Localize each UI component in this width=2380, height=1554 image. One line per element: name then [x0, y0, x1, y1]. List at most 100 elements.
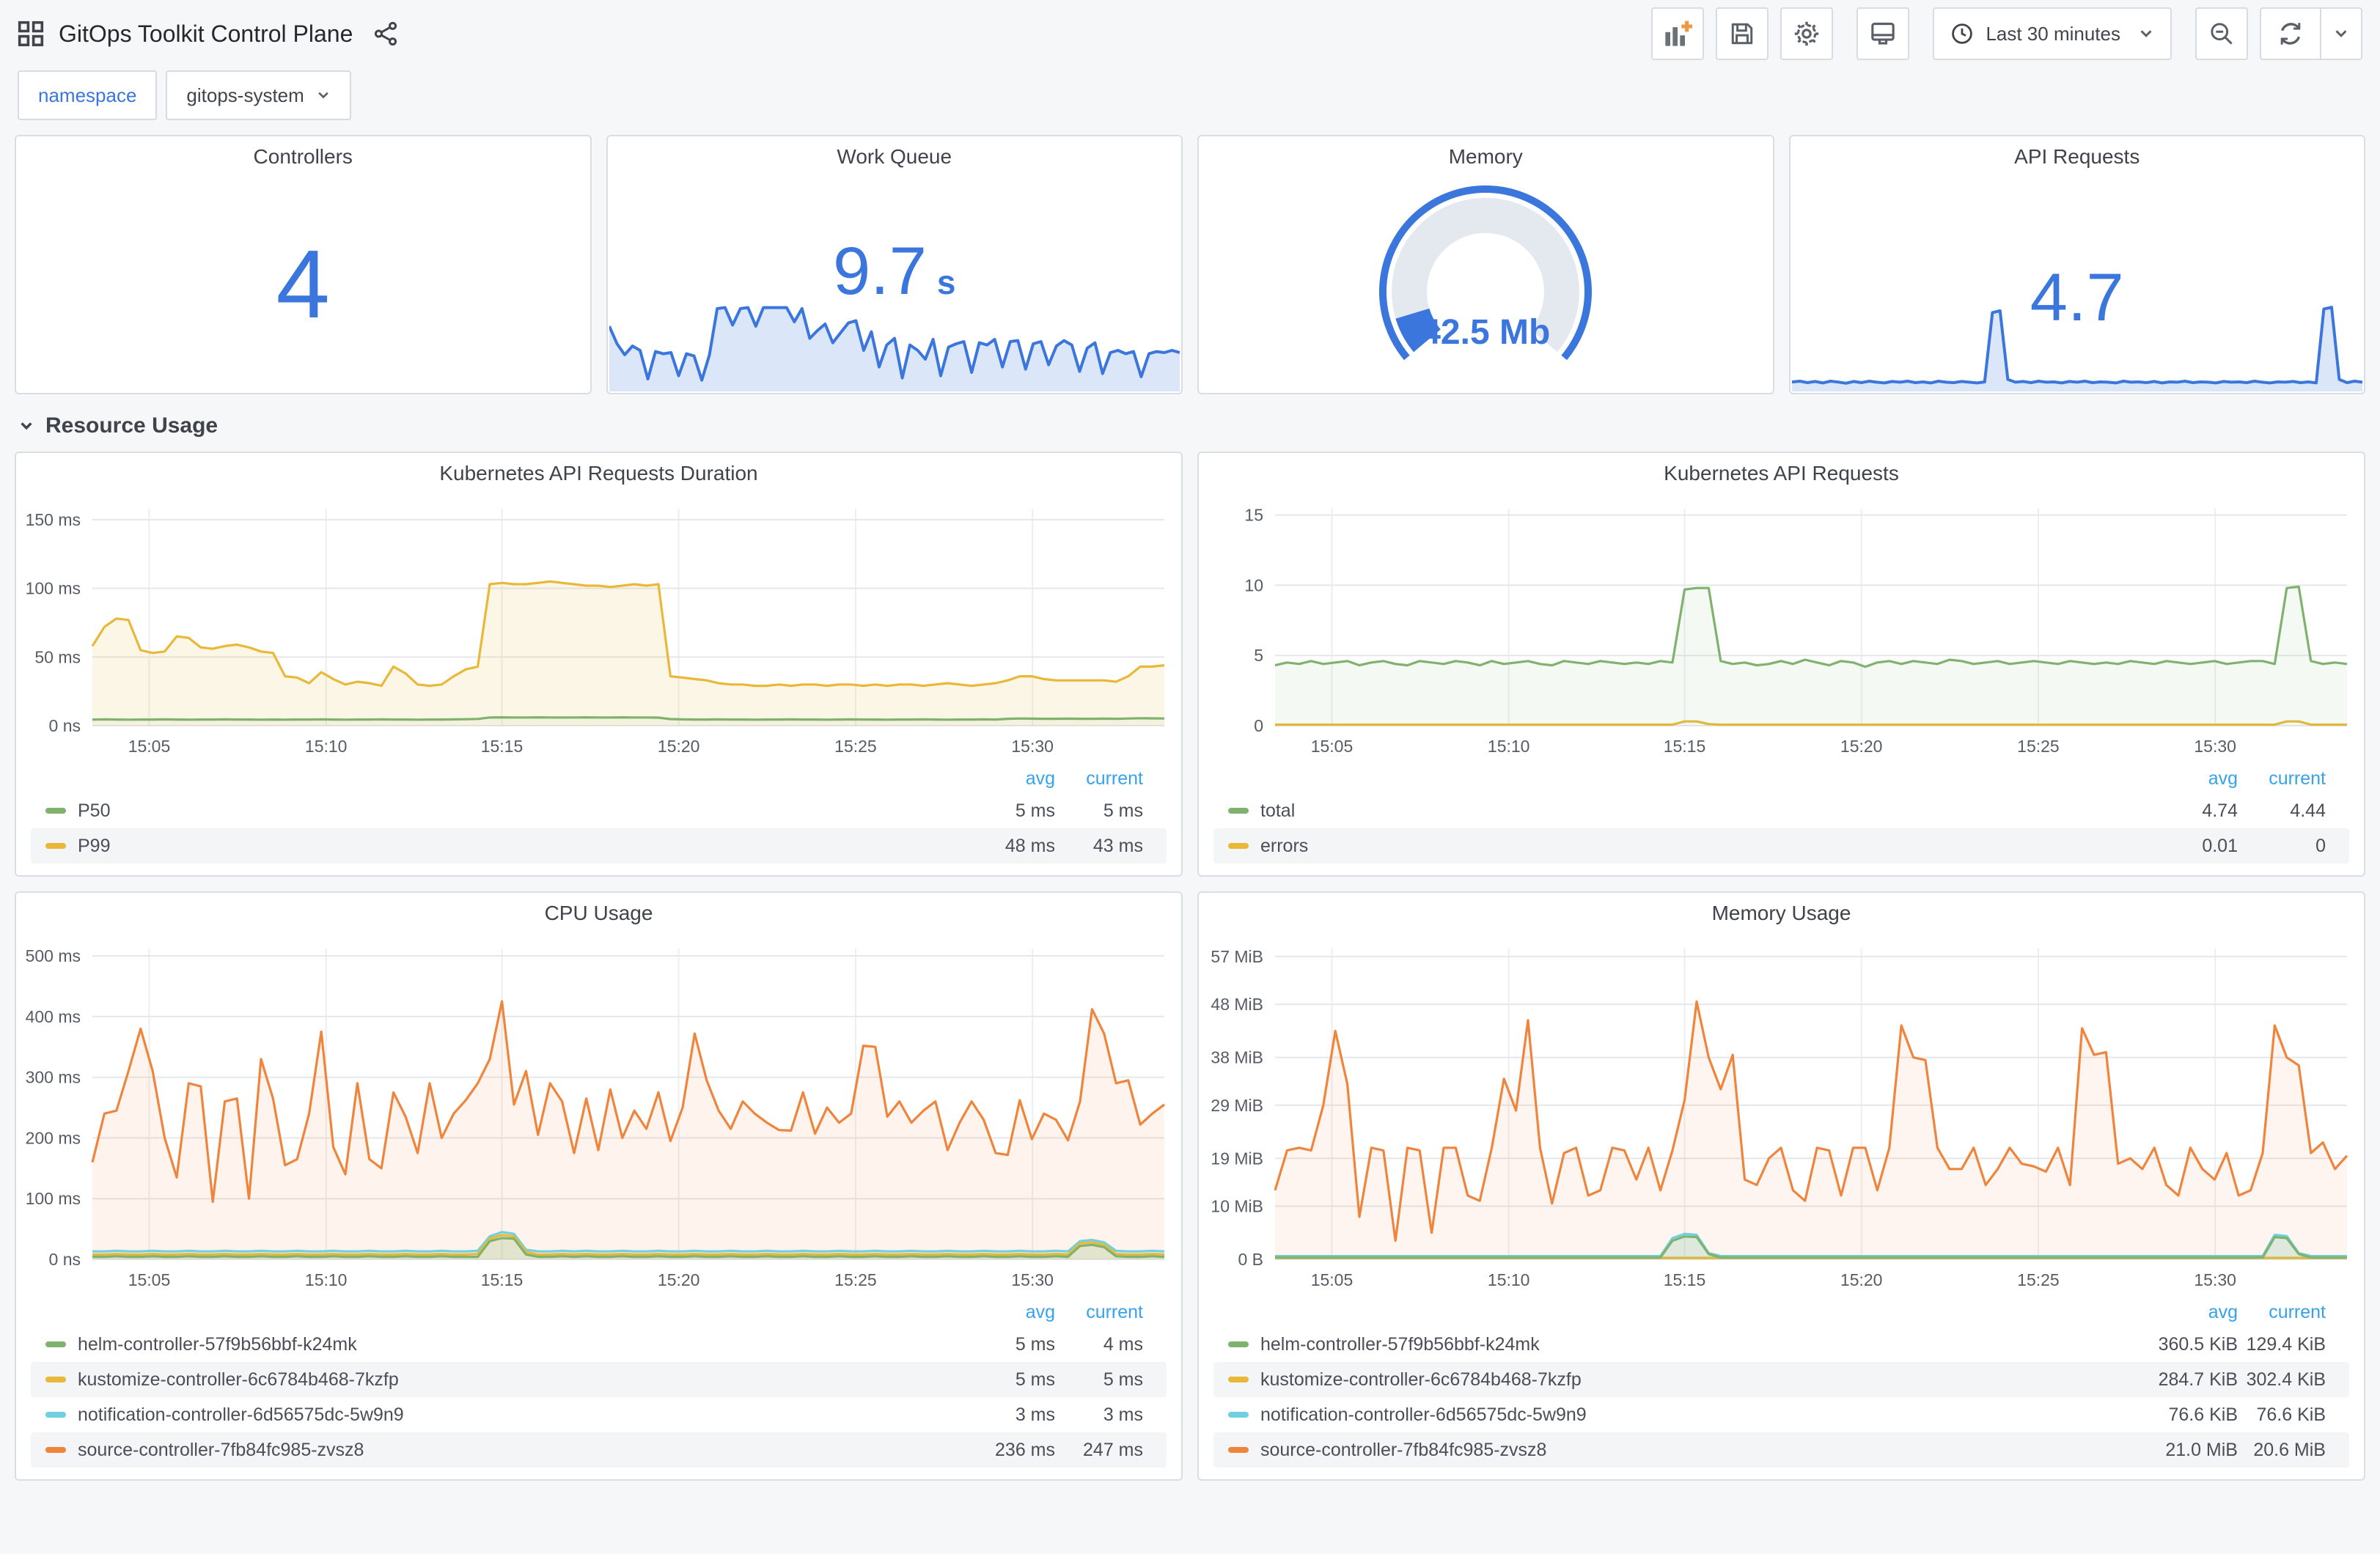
svg-text:15:15: 15:15 [1664, 1270, 1706, 1289]
svg-text:0 ns: 0 ns [49, 1250, 81, 1269]
svg-text:57 MiB: 57 MiB [1211, 947, 1263, 966]
timeseries-plot[interactable]: 0 B 10 MiB 19 MiB 29 MiB 38 MiB 48 MiB 57 MiB 1… [1199, 934, 2362, 1297]
panel-title[interactable]: CPU Usage [544, 902, 653, 924]
timeseries-plot[interactable]: 0 ns 50 ms 100 ms 150 ms 15:05 15:10 15:15 15:2… [16, 494, 1179, 764]
series-color-key [45, 1447, 66, 1453]
timeseries-plot[interactable]: 0 ns 100 ms 200 ms 300 ms 400 ms 500 ms 15:05 1… [16, 934, 1179, 1297]
dashboard-grid-icon[interactable] [18, 21, 44, 47]
variable-value-dropdown[interactable]: gitops-system [166, 70, 351, 120]
legend-header: avg current [31, 764, 1167, 793]
zoom-out-time-button[interactable] [2195, 7, 2248, 60]
series-toggle[interactable]: kustomize-controller-6c6784b468-7kzfp [45, 1369, 938, 1391]
panel-title[interactable]: Memory [1448, 145, 1523, 168]
svg-text:15:20: 15:20 [1840, 1270, 1883, 1289]
add-panel-button[interactable] [1651, 7, 1705, 60]
share-icon[interactable] [373, 21, 398, 46]
series-name: source-controller-7fb84fc985-zvsz8 [1260, 1439, 1547, 1460]
stat-value: 9.7 s [833, 234, 956, 309]
timeseries-plot[interactable]: 0 5 10 15 15:05 15:10 15:15 15:20 15:25 15:30 [1199, 494, 2362, 764]
svg-text:15:05: 15:05 [128, 737, 171, 756]
series-toggle[interactable]: P50 [45, 800, 938, 822]
svg-text:38 MiB: 38 MiB [1211, 1048, 1263, 1067]
refresh-split-button [2260, 7, 2362, 60]
legend-col-current[interactable]: current [2269, 1301, 2326, 1322]
series-toggle[interactable]: notification-controller-6d56575dc-5w9n9 [45, 1404, 938, 1426]
svg-text:400 ms: 400 ms [26, 1007, 81, 1026]
legend-col-current[interactable]: current [1086, 1301, 1143, 1322]
svg-text:5: 5 [1254, 646, 1263, 665]
dashboard-settings-button[interactable] [1780, 7, 1834, 60]
legend-row: kustomize-controller-6c6784b468-7kzfp 284… [1213, 1362, 2349, 1397]
cycle-view-mode-button[interactable] [1856, 7, 1910, 60]
svg-text:15:10: 15:10 [1488, 1270, 1530, 1289]
sparkline-plot[interactable] [609, 276, 1180, 391]
series-toggle[interactable]: source-controller-7fb84fc985-zvsz8 [45, 1440, 938, 1461]
series-color-key [1228, 808, 1249, 814]
legend-col-current[interactable]: current [2269, 767, 2326, 789]
series-current-value: 76.6 KiB [2256, 1404, 2326, 1425]
sparkline-plot[interactable] [1791, 298, 2362, 391]
time-range-label: Last 30 minutes [1986, 22, 2120, 45]
svg-text:15:30: 15:30 [1011, 1270, 1054, 1289]
panel-title[interactable]: Work Queue [837, 145, 952, 168]
panel-k8s-api-requests-duration: Kubernetes API Requests Duration 0 ns 50 … [15, 452, 1183, 877]
legend-col-avg[interactable]: avg [1025, 767, 1055, 789]
series-toggle[interactable]: total [1228, 800, 2120, 822]
svg-text:15:30: 15:30 [2194, 1270, 2236, 1289]
svg-text:48 MiB: 48 MiB [1211, 995, 1263, 1014]
panel-title[interactable]: Memory Usage [1711, 902, 1851, 924]
legend-col-current[interactable]: current [1086, 767, 1143, 789]
section-resource-usage[interactable]: Resource Usage [0, 394, 2380, 452]
legend: avg current helm-controller-57f9b56bbf-k24… [16, 1297, 1181, 1479]
svg-text:15:05: 15:05 [128, 1270, 171, 1289]
monitor-icon [1870, 21, 1896, 47]
legend: avg current helm-controller-57f9b56bbf-k24… [1199, 1297, 2364, 1479]
legend-row: P50 5 ms 5 ms [31, 793, 1167, 828]
series-toggle[interactable]: errors [1228, 836, 2120, 857]
legend-col-avg[interactable]: avg [2208, 1301, 2238, 1322]
series-toggle[interactable]: helm-controller-57f9b56bbf-k24mk [1228, 1334, 2120, 1355]
svg-text:10: 10 [1244, 575, 1263, 594]
svg-text:15:10: 15:10 [1488, 737, 1530, 756]
series-current-value: 129.4 KiB [2246, 1333, 2326, 1355]
legend-col-avg[interactable]: avg [1025, 1301, 1055, 1322]
save-dashboard-button[interactable] [1716, 7, 1769, 60]
series-toggle[interactable]: kustomize-controller-6c6784b468-7kzfp [1228, 1369, 2120, 1391]
legend-row: P99 48 ms 43 ms [31, 828, 1167, 863]
svg-text:200 ms: 200 ms [26, 1128, 81, 1147]
series-toggle[interactable]: source-controller-7fb84fc985-zvsz8 [1228, 1440, 2120, 1461]
gauge[interactable] [1199, 174, 1772, 390]
panel-title[interactable]: Kubernetes API Requests [1664, 462, 1899, 485]
legend-col-avg[interactable]: avg [2208, 767, 2238, 789]
series-current-value: 20.6 MiB [2253, 1439, 2326, 1460]
svg-text:15:20: 15:20 [658, 1270, 700, 1289]
series-current-value: 0 [2315, 835, 2326, 856]
series-avg-value: 284.7 KiB [2158, 1369, 2238, 1390]
stat-value: 4 [276, 229, 330, 338]
panel-work-queue: Work Queue 9.7 s [606, 135, 1183, 394]
svg-text:100 ms: 100 ms [26, 1189, 81, 1208]
variable-label-namespace[interactable]: namespace [18, 70, 158, 120]
svg-text:29 MiB: 29 MiB [1211, 1096, 1263, 1115]
panel-k8s-api-requests: Kubernetes API Requests 0 5 10 15 15:05 15:10… [1197, 452, 2365, 877]
legend: avg current P50 5 ms 5 ms P99 48 ms 43 ms [16, 764, 1181, 875]
refresh-button[interactable] [2261, 9, 2321, 59]
time-range-picker[interactable]: Last 30 minutes [1933, 7, 2172, 60]
panel-title[interactable]: Kubernetes API Requests Duration [439, 462, 758, 485]
series-name: P50 [78, 800, 111, 821]
refresh-interval-dropdown[interactable] [2321, 9, 2361, 59]
svg-text:0: 0 [1254, 716, 1263, 735]
panel-title[interactable]: Controllers [253, 145, 353, 168]
top-navigation-bar: GitOps Toolkit Control Plane [0, 0, 2380, 67]
series-current-value: 247 ms [1083, 1439, 1143, 1460]
panel-cpu-usage: CPU Usage 0 ns 100 ms 200 ms 300 ms 400 ms 50… [15, 891, 1183, 1481]
series-toggle[interactable]: notification-controller-6d56575dc-5w9n9 [1228, 1404, 2120, 1426]
legend-row: source-controller-7fb84fc985-zvsz8 21.0 M… [1213, 1432, 2349, 1468]
series-toggle[interactable]: P99 [45, 836, 938, 857]
section-title: Resource Usage [45, 413, 218, 438]
panel-title[interactable]: API Requests [2014, 145, 2140, 168]
series-avg-value: 360.5 KiB [2158, 1333, 2238, 1355]
series-toggle[interactable]: helm-controller-57f9b56bbf-k24mk [45, 1334, 938, 1355]
legend-row: errors 0.01 0 [1213, 828, 2349, 863]
series-color-key [1228, 1412, 1249, 1418]
